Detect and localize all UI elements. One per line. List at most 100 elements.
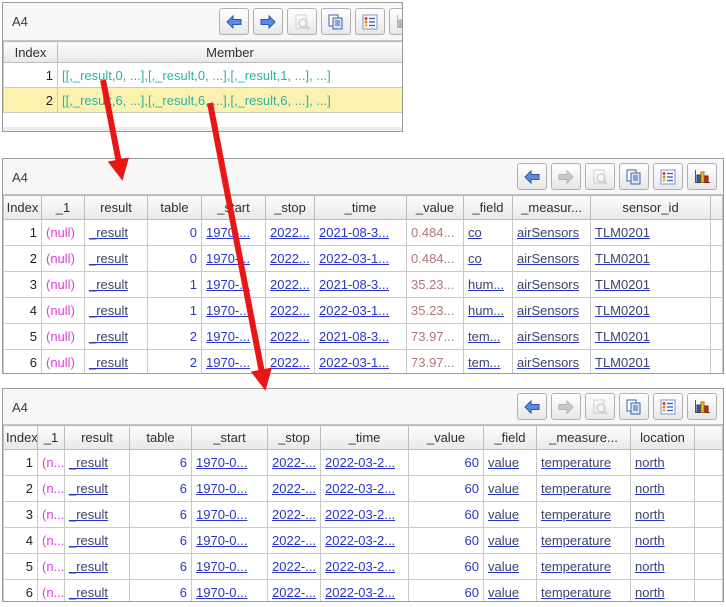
cell-result[interactable]: _result: [84, 245, 148, 272]
properties-button[interactable]: [355, 8, 385, 35]
cell-_measurement[interactable]: airSensors: [512, 297, 591, 324]
cell-_start[interactable]: 1970-...: [201, 271, 266, 298]
cell-table[interactable]: 6: [129, 449, 192, 476]
cell-result[interactable]: _result: [84, 349, 148, 373]
cell-_value[interactable]: 60: [408, 449, 484, 476]
column-header-sensor_id[interactable]: sensor_id: [590, 195, 711, 220]
cell-_field[interactable]: tem...: [463, 323, 513, 350]
copy-button[interactable]: [619, 163, 649, 190]
cell-location[interactable]: north: [630, 475, 695, 502]
cell-_1[interactable]: (null): [41, 297, 85, 324]
cell-_stop[interactable]: 2022...: [265, 349, 315, 373]
cell-_value[interactable]: 0.484...: [406, 219, 464, 246]
cell-_time[interactable]: 2022-03-2...: [320, 501, 409, 528]
column-header-_start[interactable]: _start: [201, 195, 266, 220]
copy-button[interactable]: [321, 8, 351, 35]
cell-_field[interactable]: value: [483, 527, 537, 554]
cell-_field[interactable]: value: [483, 475, 537, 502]
cell-_start[interactable]: 1970-...: [201, 219, 266, 246]
cell-index[interactable]: 6: [3, 349, 42, 373]
cell-result[interactable]: _result: [64, 449, 130, 476]
cell-_start[interactable]: 1970-0...: [191, 501, 268, 528]
cell-_value[interactable]: 60: [408, 527, 484, 554]
cell-_1[interactable]: (n...: [37, 553, 65, 580]
cell-index[interactable]: 2: [3, 87, 58, 113]
cell-_1[interactable]: (n...: [37, 449, 65, 476]
cell-_field[interactable]: value: [483, 449, 537, 476]
properties-button[interactable]: [653, 163, 683, 190]
cell-_stop[interactable]: 2022...: [265, 219, 315, 246]
cell-_field[interactable]: hum...: [463, 297, 513, 324]
column-header-member[interactable]: Member: [57, 41, 402, 63]
cell-result[interactable]: _result: [84, 323, 148, 350]
cell-sensor_id[interactable]: TLM0201: [590, 219, 711, 246]
cell-_value[interactable]: 35.23...: [406, 271, 464, 298]
cell-_field[interactable]: value: [483, 553, 537, 580]
cell-_measurement[interactable]: airSensors: [512, 219, 591, 246]
cell-_1[interactable]: (null): [41, 245, 85, 272]
cell-_field[interactable]: hum...: [463, 271, 513, 298]
cell-index[interactable]: 4: [3, 527, 38, 554]
cell-_start[interactable]: 1970-0...: [191, 475, 268, 502]
cell-_stop[interactable]: 2022...: [265, 323, 315, 350]
cell-index[interactable]: 1: [3, 449, 38, 476]
cell-location[interactable]: north: [630, 527, 695, 554]
back-button[interactable]: [517, 163, 547, 190]
cell-table[interactable]: 1: [147, 271, 202, 298]
cell-_measurement[interactable]: temperature: [536, 579, 631, 601]
cell-location[interactable]: north: [630, 579, 695, 601]
cell-_1[interactable]: (n...: [37, 527, 65, 554]
column-header-result[interactable]: result: [84, 195, 148, 220]
cell-_time[interactable]: 2022-03-2...: [320, 475, 409, 502]
cell-result[interactable]: _result: [64, 501, 130, 528]
cell-_time[interactable]: 2022-03-2...: [320, 449, 409, 476]
cell-_measurement[interactable]: temperature: [536, 501, 631, 528]
cell-index[interactable]: 1: [3, 62, 58, 88]
cell-_value[interactable]: 0.484...: [406, 245, 464, 272]
cell-result[interactable]: _result: [84, 271, 148, 298]
column-header-table[interactable]: table: [147, 195, 202, 220]
chart-button[interactable]: [687, 393, 717, 420]
column-header-_time[interactable]: _time: [314, 195, 407, 220]
column-header-_field[interactable]: _field: [463, 195, 513, 220]
cell-index[interactable]: 4: [3, 297, 42, 324]
cell-index[interactable]: 5: [3, 323, 42, 350]
cell-_1[interactable]: (null): [41, 271, 85, 298]
cell-_time[interactable]: 2021-08-3...: [314, 271, 407, 298]
cell-table[interactable]: 6: [129, 553, 192, 580]
cell-index[interactable]: 5: [3, 553, 38, 580]
column-header-_measurement[interactable]: _measure...: [536, 425, 631, 450]
cell-result[interactable]: _result: [64, 527, 130, 554]
cell-result[interactable]: _result: [64, 475, 130, 502]
cell-_measurement[interactable]: temperature: [536, 449, 631, 476]
column-header-index[interactable]: Index: [3, 195, 42, 220]
cell-_stop[interactable]: 2022-...: [267, 501, 321, 528]
cell-_1[interactable]: (n...: [37, 579, 65, 601]
cell-location[interactable]: north: [630, 449, 695, 476]
cell-result[interactable]: _result: [64, 579, 130, 601]
cell-sensor_id[interactable]: TLM0201: [590, 349, 711, 373]
back-button[interactable]: [517, 393, 547, 420]
cell-index[interactable]: 2: [3, 475, 38, 502]
cell-_value[interactable]: 60: [408, 475, 484, 502]
cell-index[interactable]: 2: [3, 245, 42, 272]
cell-member[interactable]: [[,_result,6, ...],[,_result,6, ...],[,_…: [57, 87, 402, 113]
cell-sensor_id[interactable]: TLM0201: [590, 271, 711, 298]
cell-_time[interactable]: 2022-03-2...: [320, 553, 409, 580]
cell-_value[interactable]: 73.97...: [406, 323, 464, 350]
cell-_1[interactable]: (n...: [37, 501, 65, 528]
cell-index[interactable]: 6: [3, 579, 38, 601]
column-header-_value[interactable]: _value: [406, 195, 464, 220]
cell-_stop[interactable]: 2022-...: [267, 449, 321, 476]
cell-_time[interactable]: 2021-08-3...: [314, 219, 407, 246]
cell-table[interactable]: 6: [129, 501, 192, 528]
cell-result[interactable]: _result: [84, 297, 148, 324]
cell-_measurement[interactable]: airSensors: [512, 245, 591, 272]
cell-_measurement[interactable]: temperature: [536, 553, 631, 580]
cell-table[interactable]: 0: [147, 245, 202, 272]
column-header-location[interactable]: location: [630, 425, 695, 450]
cell-_measurement[interactable]: airSensors: [512, 323, 591, 350]
cell-_1[interactable]: (null): [41, 219, 85, 246]
column-header-_stop[interactable]: _stop: [267, 425, 321, 450]
cell-_1[interactable]: (null): [41, 323, 85, 350]
